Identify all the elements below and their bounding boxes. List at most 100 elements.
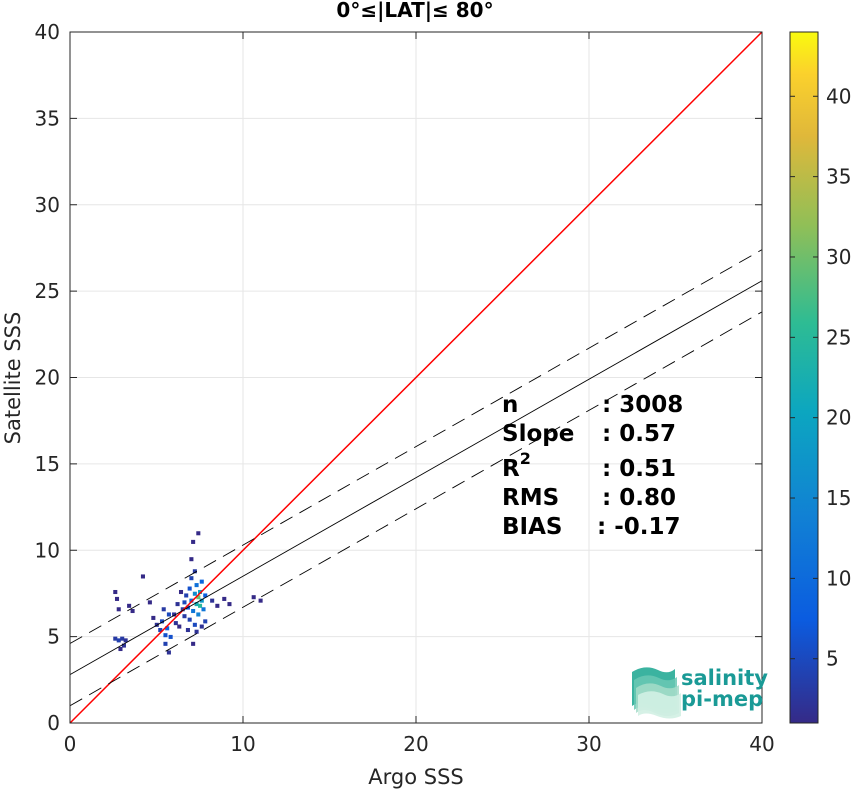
density-cell: [175, 602, 180, 607]
stats-annotation: n : 3008 Slope : 0.57 R2 : 0.51 RMS : 0.…: [502, 392, 683, 540]
y-tick-label: 15: [35, 452, 60, 476]
density-cell: [123, 638, 128, 643]
density-cell: [118, 646, 123, 652]
density-cell: [166, 650, 171, 655]
density-cell: [196, 595, 201, 600]
density-cell: [130, 608, 135, 614]
density-cell: [194, 629, 199, 634]
density-cell: [203, 619, 208, 624]
density-cell: [194, 583, 199, 588]
colorbar-tick-label: 10: [826, 566, 851, 590]
fit-line: [70, 280, 762, 676]
chart-title: 0°≤|LAT|≤ 80°: [336, 0, 493, 22]
density-cell: [182, 600, 187, 605]
x-axis-label: Argo SSS: [368, 765, 463, 789]
colorbar-tick-label: 15: [826, 486, 851, 510]
x-tick-label: 0: [64, 732, 77, 756]
density-cell: [222, 596, 227, 601]
density-cell: [158, 627, 163, 633]
stat-slope-label: Slope: [502, 421, 574, 447]
waves-icon: [632, 667, 681, 719]
density-cell: [151, 615, 156, 620]
density-cell: [201, 607, 206, 612]
density-cell: [173, 621, 178, 626]
density-cell: [199, 598, 204, 603]
y-tick-label: 40: [35, 20, 60, 44]
y-axis-ticks: 0 5 10 15 20 25 30 35 40: [35, 20, 762, 735]
x-tick-label: 30: [576, 732, 601, 756]
density-cell: [178, 589, 184, 595]
density-cell: [161, 607, 166, 612]
density-cell: [140, 574, 145, 579]
density-cell: [227, 602, 232, 607]
regression-lines: [70, 32, 762, 723]
y-tick-label: 35: [35, 106, 60, 130]
density-cell: [185, 627, 190, 633]
density-cell: [251, 595, 256, 600]
density-cell: [191, 539, 196, 544]
density-cell: [177, 624, 182, 629]
density-cell: [166, 612, 171, 617]
fit-upper-line: [70, 249, 762, 644]
x-tick-label: 10: [230, 732, 255, 756]
stat-rms-value: : 0.80: [602, 485, 676, 511]
fit-lower-line: [70, 311, 762, 707]
density-cell: [215, 603, 220, 608]
density-cell: [113, 636, 118, 641]
colorbar-tick-label: 30: [826, 245, 851, 269]
density-cell: [198, 603, 203, 608]
y-tick-label: 10: [35, 538, 60, 562]
density-cell: [127, 603, 132, 608]
density-cell: [187, 586, 192, 591]
y-tick-label: 25: [35, 279, 60, 303]
density-cell: [189, 598, 194, 603]
x-tick-label: 40: [749, 732, 774, 756]
density-cell: [163, 633, 168, 638]
density-cell: [121, 643, 126, 648]
density-cell: [192, 591, 197, 596]
colorbar-tick-label: 35: [826, 165, 851, 189]
density-cell: [187, 617, 192, 622]
colorbar-tick-label: 25: [826, 325, 851, 349]
density-cell: [172, 612, 177, 617]
density-cell: [192, 622, 197, 627]
stat-r2-sup: 2: [520, 449, 531, 468]
y-tick-label: 30: [35, 193, 60, 217]
density-cell: [198, 589, 203, 595]
density-cell: [184, 593, 189, 598]
density-cell: [203, 593, 208, 598]
density-cell: [199, 624, 204, 629]
density-cell: [192, 569, 197, 574]
density-cell: [159, 619, 165, 624]
y-tick-label: 5: [47, 625, 60, 649]
identity-line: [70, 32, 762, 723]
y-axis-label: Satellite SSS: [1, 312, 25, 445]
x-tick-label: 20: [403, 732, 428, 756]
density-cell: [114, 596, 120, 601]
stat-n-value: : 3008: [602, 392, 683, 418]
density-cell: [194, 602, 199, 607]
stat-r2-base: R: [502, 456, 520, 482]
logo-text-pi-mep: pi-mep: [681, 687, 763, 711]
density-cell: [191, 608, 196, 614]
density-cell: [165, 626, 170, 631]
y-tick-label: 20: [35, 366, 60, 390]
density-cell: [196, 531, 201, 536]
colorbar-tick-label: 40: [826, 84, 851, 108]
stat-rms-label: RMS: [502, 485, 559, 511]
density-cell: [116, 607, 121, 612]
colorbar-tick-label: 5: [826, 647, 839, 671]
stat-slope-value: : 0.57: [602, 421, 676, 447]
density-cell: [163, 641, 168, 646]
stat-r2-label: R2: [502, 449, 531, 482]
logo-text-salinity: salinity: [681, 666, 768, 690]
density-cell: [120, 636, 125, 641]
density-cell: [196, 612, 201, 617]
density-cell: [147, 600, 152, 605]
colorbar-ticks: 5 10 15 20 25 30 35 40: [790, 84, 851, 671]
salinity-pi-mep-logo: salinity pi-mep: [632, 666, 768, 719]
density-cell: [189, 576, 194, 581]
density-cell: [182, 614, 187, 619]
density-cell: [191, 641, 196, 646]
